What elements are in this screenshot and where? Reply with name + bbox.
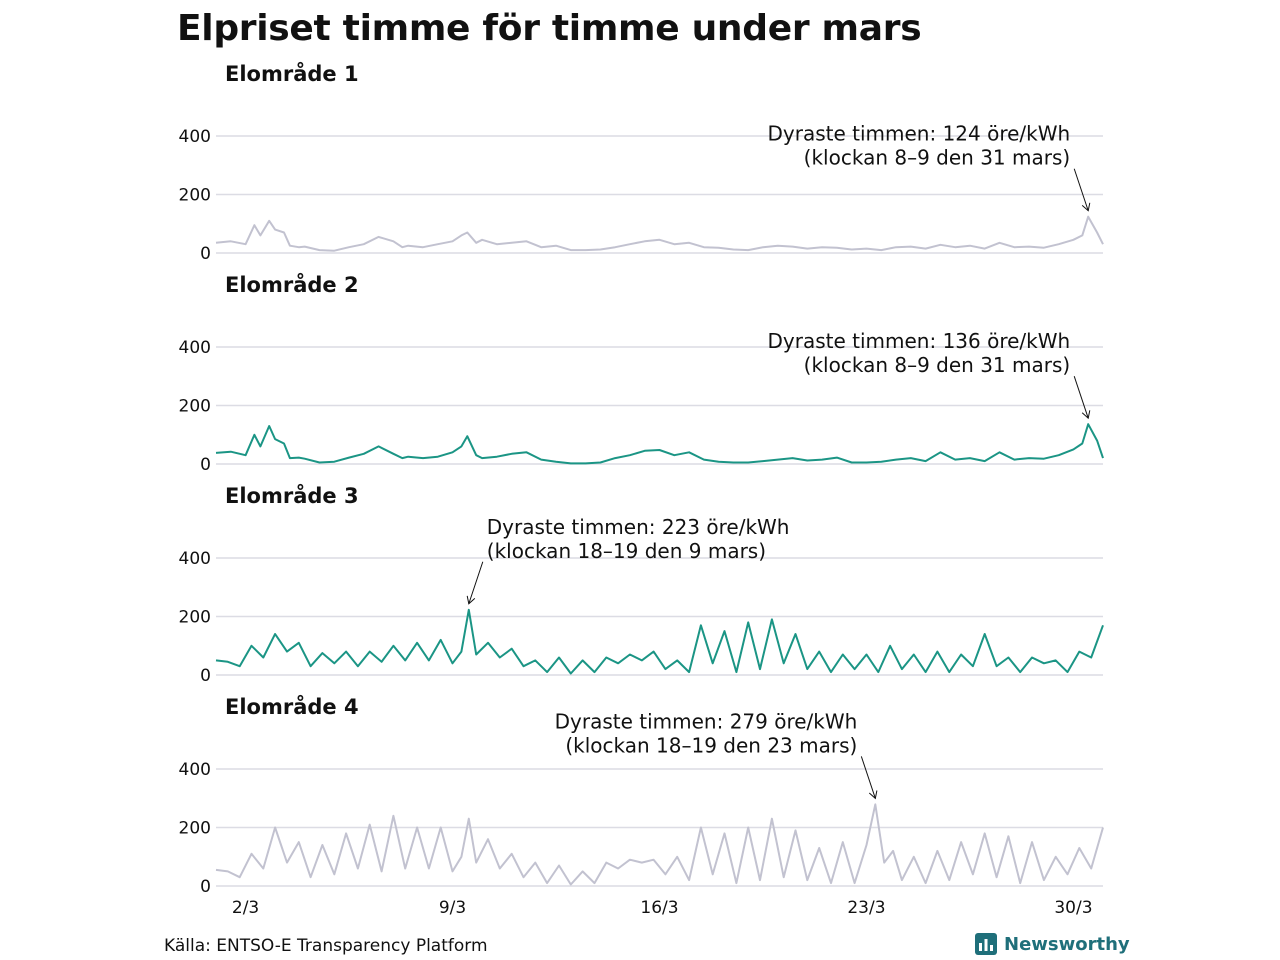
annotation-text: Dyraste timmen: 136 öre/kWh [767, 329, 1070, 353]
x-tick-label: 23/3 [847, 898, 885, 918]
series-line [215, 215, 1104, 252]
annotation-arrowhead [466, 595, 476, 605]
annotation-arrowhead [1081, 410, 1091, 420]
y-tick-label: 200 [179, 608, 211, 628]
annotation-text: (klockan 8–9 den 31 mars) [804, 353, 1071, 377]
annotation-arrowhead [1081, 202, 1091, 212]
panel-title: Elområde 2 [225, 272, 359, 297]
annotation-text: Dyraste timmen: 124 öre/kWh [767, 122, 1070, 146]
y-tick-label: 0 [200, 666, 211, 686]
y-tick-label: 200 [179, 186, 211, 206]
y-tick-label: 0 [200, 244, 211, 264]
y-tick-label: 400 [179, 549, 211, 569]
annotation-arrow [468, 561, 484, 604]
x-tick-label: 30/3 [1054, 898, 1092, 918]
brand-logo: Newsworthy [974, 932, 1130, 956]
annotation-arrowhead [868, 790, 878, 800]
series-line [215, 608, 1104, 675]
panel-title: Elområde 3 [225, 483, 359, 508]
y-tick-label: 400 [179, 127, 211, 147]
x-tick-label: 16/3 [640, 898, 678, 918]
y-tick-label: 0 [200, 455, 211, 475]
panel-title: Elområde 1 [225, 61, 359, 86]
annotation-text: (klockan 18–19 den 9 mars) [487, 539, 766, 563]
series-line [215, 423, 1104, 465]
y-tick-label: 400 [179, 760, 211, 780]
panel-title: Elområde 4 [225, 694, 359, 719]
annotation-text: (klockan 18–19 den 23 mars) [565, 733, 857, 757]
chart-title: Elpriset timme för timme under mars [177, 8, 922, 49]
annotation-arrow [1073, 168, 1089, 211]
y-tick-label: 400 [179, 338, 211, 358]
y-tick-label: 0 [200, 877, 211, 897]
annotation-text: (klockan 8–9 den 31 mars) [804, 146, 1071, 170]
series-line [215, 803, 1104, 886]
chart-area: Elområde 1 0 200 400 Dyraste timmen: 124 öre… [179, 61, 1104, 918]
bar-chart-icon [975, 933, 997, 955]
y-tick-label: 200 [179, 397, 211, 417]
annotation-text: Dyraste timmen: 279 öre/kWh [555, 709, 858, 733]
annotation-text: Dyraste timmen: 223 öre/kWh [487, 515, 790, 539]
annotation-arrow [860, 756, 876, 799]
x-tick-label: 2/3 [232, 898, 259, 918]
x-tick-label: 9/3 [439, 898, 466, 918]
source-note: Källa: ENTSO-E Transparency Platform [164, 936, 488, 956]
annotation-arrow [1073, 376, 1089, 419]
y-tick-label: 200 [179, 819, 211, 839]
brand-name: Newsworthy [1004, 933, 1130, 955]
